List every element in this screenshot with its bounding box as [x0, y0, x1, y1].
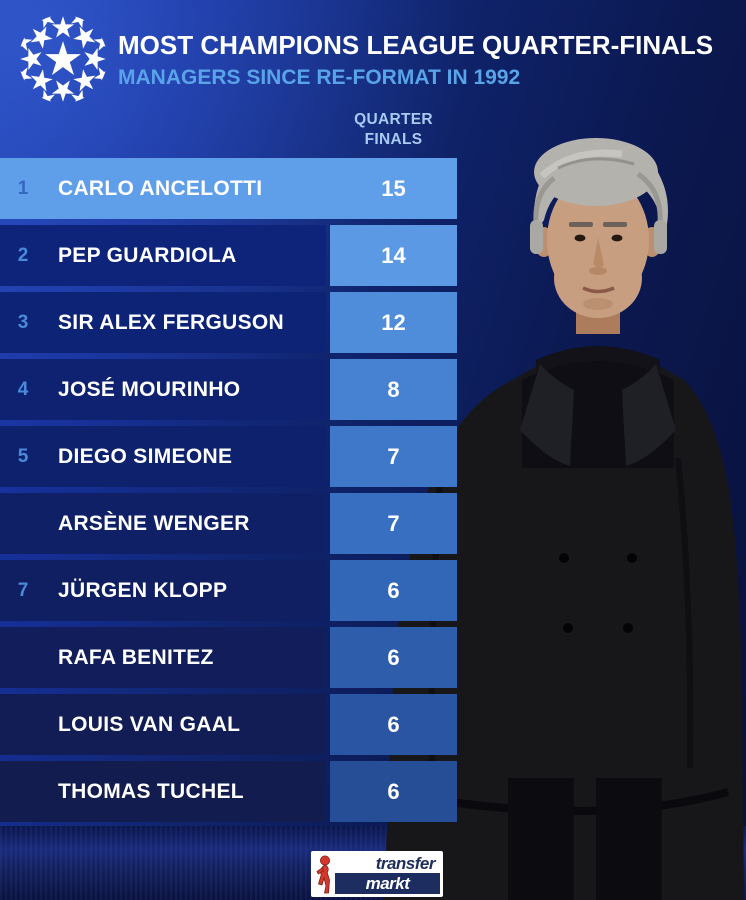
quarter-finals-count: 12 — [381, 309, 406, 335]
quarter-finals-count: 15 — [381, 175, 406, 201]
rank-label: 3 — [17, 311, 29, 333]
quarter-finals-count: 6 — [387, 711, 400, 737]
table-row: LOUIS VAN GAAL 6 — [0, 694, 457, 755]
quarter-finals-count-cell: 7 — [330, 493, 457, 554]
manager-cell: 7 JÜRGEN KLOPP — [0, 560, 326, 621]
column-header-quarter-finals: QUARTER FINALS — [330, 110, 457, 150]
quarter-finals-count-cell: 14 — [330, 225, 457, 286]
manager-name: LOUIS VAN GAAL — [58, 712, 241, 736]
manager-portrait-carlo-ancelotti-photo — [384, 138, 744, 900]
quarter-finals-count-cell: 6 — [330, 560, 457, 621]
quarter-finals-count-cell: 6 — [330, 761, 457, 822]
manager-cell: RAFA BENITEZ — [0, 627, 326, 688]
quarter-finals-count-cell: 6 — [330, 694, 457, 755]
quarter-finals-count: 6 — [387, 778, 400, 804]
manager-name: CARLO ANCELOTTI — [58, 176, 263, 200]
manager-name: JOSÉ MOURINHO — [58, 377, 241, 401]
manager-name: ARSÈNE WENGER — [58, 511, 250, 535]
manager-cell: 3 SIR ALEX FERGUSON — [0, 292, 326, 353]
manager-cell: THOMAS TUCHEL — [0, 761, 326, 822]
transfermarkt-wordmark-bottom: markt — [335, 873, 440, 894]
table-row: 7 JÜRGEN KLOPP 6 — [0, 560, 457, 621]
managers-table: 1 CARLO ANCELOTTI 15 2 PEP GUARDIOLA 1 4 … — [0, 158, 457, 828]
rank-label: 4 — [17, 378, 29, 400]
table-row: ARSÈNE WENGER 7 — [0, 493, 457, 554]
table-row: 3 SIR ALEX FERGUSON 12 — [0, 292, 457, 353]
manager-name: SIR ALEX FERGUSON — [58, 310, 285, 334]
header-titles: MOST CHAMPIONS LEAGUE QUARTER-FINALS MAN… — [118, 30, 713, 90]
manager-name: PEP GUARDIOLA — [58, 243, 237, 267]
quarter-finals-count: 8 — [387, 376, 400, 402]
table-row: RAFA BENITEZ 6 — [0, 627, 457, 688]
table-row: 4 JOSÉ MOURINHO 8 — [0, 359, 457, 420]
table-row: 1 CARLO ANCELOTTI 15 — [0, 158, 457, 219]
rank-label: 2 — [17, 244, 29, 266]
rank-label: 5 — [17, 445, 29, 467]
transfermarkt-wordmark-top: transfer — [314, 854, 440, 873]
quarter-finals-count-cell: 7 — [330, 426, 457, 487]
transfermarkt-logo: transfer markt — [311, 851, 443, 897]
column-header-line2: FINALS — [364, 131, 423, 149]
quarter-finals-count: 6 — [387, 577, 400, 603]
quarter-finals-count-cell: 12 — [330, 292, 457, 353]
quarter-finals-count: 7 — [387, 443, 400, 469]
manager-cell: 4 JOSÉ MOURINHO — [0, 359, 326, 420]
page-subtitle: MANAGERS SINCE RE-FORMAT IN 1992 — [118, 66, 521, 89]
column-header-line1: QUARTER — [354, 111, 433, 128]
manager-cell: 2 PEP GUARDIOLA — [0, 225, 326, 286]
page-title: MOST CHAMPIONS LEAGUE QUARTER-FINALS — [118, 30, 714, 60]
table-row: THOMAS TUCHEL 6 — [0, 761, 457, 822]
manager-name: THOMAS TUCHEL — [58, 779, 244, 803]
manager-cell: LOUIS VAN GAAL — [0, 694, 326, 755]
rank-label: 1 — [17, 177, 29, 199]
table-row: 5 DIEGO SIMEONE 7 — [0, 426, 457, 487]
quarter-finals-count: 7 — [387, 510, 400, 536]
table-row: 2 PEP GUARDIOLA 14 — [0, 225, 457, 286]
manager-name: RAFA BENITEZ — [58, 645, 214, 669]
quarter-finals-count-cell: 8 — [330, 359, 457, 420]
manager-cell: ARSÈNE WENGER — [0, 493, 326, 554]
rank-label: 7 — [17, 579, 29, 601]
quarter-finals-count: 14 — [381, 242, 406, 268]
manager-cell: 1 CARLO ANCELOTTI — [0, 158, 326, 219]
quarter-finals-count-cell: 15 — [330, 158, 457, 219]
manager-name: DIEGO SIMEONE — [58, 444, 233, 468]
champions-league-starball-icon — [18, 14, 108, 104]
footballer-icon — [316, 855, 330, 894]
quarter-finals-count-cell: 6 — [330, 627, 457, 688]
quarter-finals-count: 6 — [387, 644, 400, 670]
manager-name: JÜRGEN KLOPP — [58, 578, 228, 602]
manager-cell: 5 DIEGO SIMEONE — [0, 426, 326, 487]
